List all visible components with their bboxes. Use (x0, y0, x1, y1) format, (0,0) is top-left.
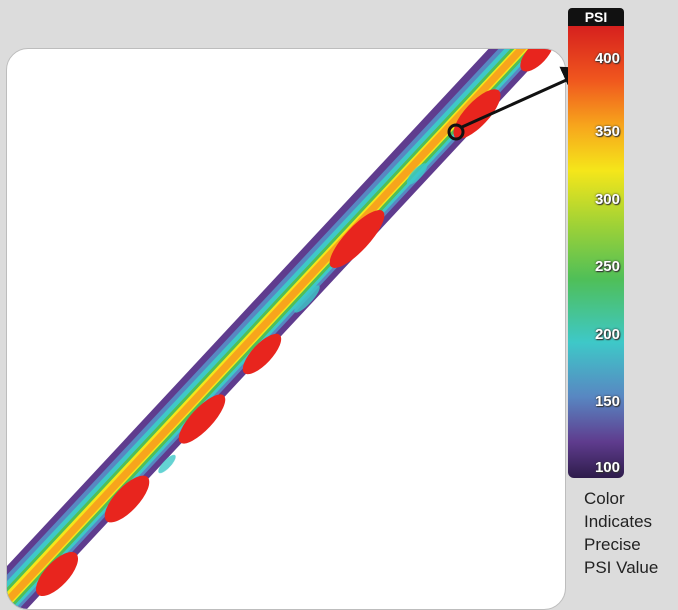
scale-tick-400: 400 (594, 50, 620, 67)
pressure-low-spots (158, 163, 428, 474)
pressure-map-image (7, 49, 554, 609)
scale-legend-text: Color Indicates Precise PSI Value (584, 487, 658, 579)
pressure-band (7, 49, 549, 609)
legend-line: Indicates (584, 512, 653, 531)
pointer-arrow (447, 66, 593, 141)
scale-tick-300: 300 (594, 191, 620, 208)
legend-line: Color (584, 489, 625, 508)
scale-tick-200: 200 (594, 326, 620, 343)
sample-point-marker (447, 123, 465, 141)
color-scale: PSI 400 350 300 250 200 150 100 (568, 8, 624, 478)
scale-title: PSI (568, 8, 624, 26)
scale-tick-350: 350 (594, 123, 620, 140)
legend-line: Precise (584, 535, 641, 554)
scale-tick-100: 100 (594, 459, 620, 476)
pressure-map-panel (6, 48, 566, 610)
scale-tick-150: 150 (594, 393, 620, 410)
legend-line: PSI Value (584, 558, 659, 577)
scale-tick-250: 250 (594, 258, 620, 275)
scale-gradient-bar: 400 350 300 250 200 150 100 (568, 26, 624, 478)
arrow-line (461, 66, 593, 129)
